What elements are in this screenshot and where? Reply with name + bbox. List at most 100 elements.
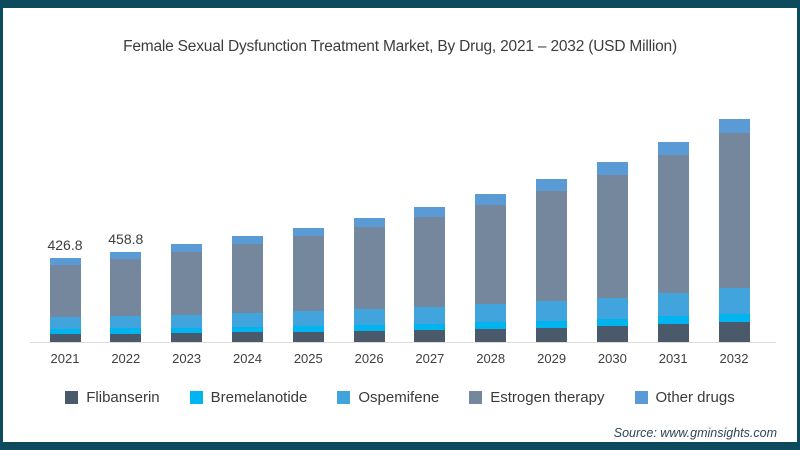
legend-label-estrogen-therapy: Estrogen therapy	[490, 389, 605, 406]
x-axis-label-2028: 2028	[476, 351, 506, 366]
chart-title: Female Sexual Dysfunction Treatment Mark…	[123, 38, 677, 55]
bar-segment-2023-bremelanotide	[171, 327, 203, 333]
x-axis-label-2021: 2021	[50, 351, 80, 366]
data-label-2022: 458.8	[108, 230, 144, 247]
bar-segment-2025-flibanserin	[292, 331, 324, 342]
bar-segment-2029-bremelanotide	[536, 320, 568, 328]
source-attribution: Source: www.gminsights.com	[613, 426, 777, 440]
x-axis-label-2031: 2031	[658, 351, 688, 366]
legend-label-other-drugs: Other drugs	[655, 389, 735, 406]
bar-segment-2032-bremelanotide	[718, 313, 750, 322]
legend-item-bremelanotide: Bremelanotide	[189, 389, 308, 406]
bar-segment-2030-flibanserin	[596, 326, 628, 342]
bar-2028	[475, 194, 507, 342]
legend-swatch-ospemifene	[337, 391, 351, 404]
bar-segment-2028-flibanserin	[475, 329, 507, 342]
bar-segment-2024-flibanserin	[232, 332, 263, 342]
bar-segment-2028-ospemifene	[475, 304, 507, 323]
bar-segment-2032-other-drugs	[718, 119, 750, 133]
bar-segment-2027-ospemifene	[414, 306, 446, 324]
bar-segment-2027-estrogen-therapy	[414, 217, 446, 307]
bar-2022	[110, 251, 142, 342]
bar-segment-2023-flibanserin	[171, 332, 203, 342]
legend-label-ospemifene: Ospemifene	[358, 389, 440, 406]
bar-segment-2024-ospemifene	[232, 313, 263, 327]
chart-canvas: Female Sexual Dysfunction Treatment Mark…	[3, 8, 797, 442]
bar-segment-2022-other-drugs	[110, 251, 142, 259]
bar-segment-2025-estrogen-therapy	[292, 236, 324, 312]
bar-segment-2029-flibanserin	[536, 327, 568, 342]
bar-2021	[49, 257, 81, 342]
bar-segment-2029-estrogen-therapy	[536, 191, 568, 302]
x-axis-label-2030: 2030	[597, 351, 627, 366]
bar-segment-2021-flibanserin	[49, 334, 81, 342]
x-axis-label-2024: 2024	[233, 351, 262, 366]
bar-segment-2022-flibanserin	[110, 333, 142, 342]
bar-segment-2022-estrogen-therapy	[110, 258, 142, 317]
bar-2032	[718, 119, 750, 342]
bar-segment-2025-other-drugs	[292, 227, 324, 237]
bar-segment-2021-bremelanotide	[49, 329, 81, 335]
bar-segment-2024-bremelanotide	[232, 326, 263, 333]
data-label-2021: 426.8	[47, 236, 83, 253]
bar-segment-2030-ospemifene	[596, 297, 628, 319]
bar-2026	[353, 217, 385, 342]
bar-segment-2029-other-drugs	[536, 179, 568, 192]
x-axis-line	[30, 342, 776, 343]
bar-segment-2028-estrogen-therapy	[475, 205, 507, 305]
bar-segment-2021-ospemifene	[49, 317, 81, 330]
bar-segment-2032-estrogen-therapy	[718, 132, 750, 289]
bar-segment-2022-ospemifene	[110, 316, 142, 329]
x-axis-label-2029: 2029	[537, 351, 567, 366]
bar-segment-2028-bremelanotide	[475, 322, 507, 329]
bar-segment-2023-ospemifene	[171, 314, 203, 328]
x-axis-label-2027: 2027	[415, 351, 445, 366]
legend-swatch-flibanserin	[65, 391, 79, 404]
legend: Flibanserin Bremelanotide Ospemifene Estrog…	[3, 389, 797, 406]
bar-segment-2024-other-drugs	[232, 236, 263, 245]
bar-segment-2031-flibanserin	[657, 324, 689, 342]
bar-segment-2026-other-drugs	[353, 217, 385, 228]
bar-segment-2022-bremelanotide	[110, 328, 142, 334]
bar-segment-2026-estrogen-therapy	[353, 227, 385, 310]
bar-segment-2032-ospemifene	[718, 288, 750, 314]
bar-segment-2026-ospemifene	[353, 309, 385, 325]
bar-segment-2025-ospemifene	[292, 311, 324, 326]
x-axis-label-2025: 2025	[293, 351, 323, 366]
bar-segment-2025-bremelanotide	[292, 325, 324, 332]
legend-item-flibanserin: Flibanserin	[65, 389, 160, 406]
bar-segment-2031-ospemifene	[657, 293, 689, 317]
bar-2031	[657, 142, 689, 342]
bar-segment-2030-estrogen-therapy	[596, 174, 628, 298]
bar-segment-2021-estrogen-therapy	[49, 264, 81, 318]
legend-swatch-bremelanotide	[189, 391, 203, 404]
bar-segment-2024-estrogen-therapy	[232, 244, 263, 314]
bar-segment-2031-other-drugs	[657, 142, 689, 156]
x-axis-label-2022: 2022	[111, 351, 141, 366]
bar-2024	[232, 236, 263, 342]
bar-segment-2027-flibanserin	[414, 330, 446, 342]
legend-item-ospemifene: Ospemifene	[337, 389, 439, 406]
legend-label-flibanserin: Flibanserin	[86, 389, 160, 406]
bar-2030	[596, 161, 628, 342]
legend-swatch-estrogen-therapy	[469, 391, 483, 404]
bar-2023	[171, 244, 203, 342]
bar-segment-2030-other-drugs	[596, 161, 628, 175]
legend-label-bremelanotide: Bremelanotide	[210, 389, 308, 406]
bar-segment-2032-flibanserin	[718, 321, 750, 342]
bar-2025	[292, 227, 324, 342]
bar-segment-2030-bremelanotide	[596, 318, 628, 327]
bar-segment-2031-bremelanotide	[657, 316, 689, 325]
bar-segment-2027-other-drugs	[414, 207, 446, 218]
bar-segment-2026-bremelanotide	[353, 324, 385, 331]
legend-item-other-drugs: Other drugs	[634, 389, 735, 406]
bar-segment-2021-other-drugs	[49, 257, 81, 265]
x-axis-label-2026: 2026	[354, 351, 384, 366]
legend-item-estrogen-therapy: Estrogen therapy	[469, 389, 605, 406]
bar-2027	[414, 207, 446, 342]
bar-segment-2023-estrogen-therapy	[171, 251, 203, 315]
bar-segment-2029-ospemifene	[536, 301, 568, 321]
bar-segment-2031-estrogen-therapy	[657, 155, 689, 294]
bar-segment-2028-other-drugs	[475, 194, 507, 206]
